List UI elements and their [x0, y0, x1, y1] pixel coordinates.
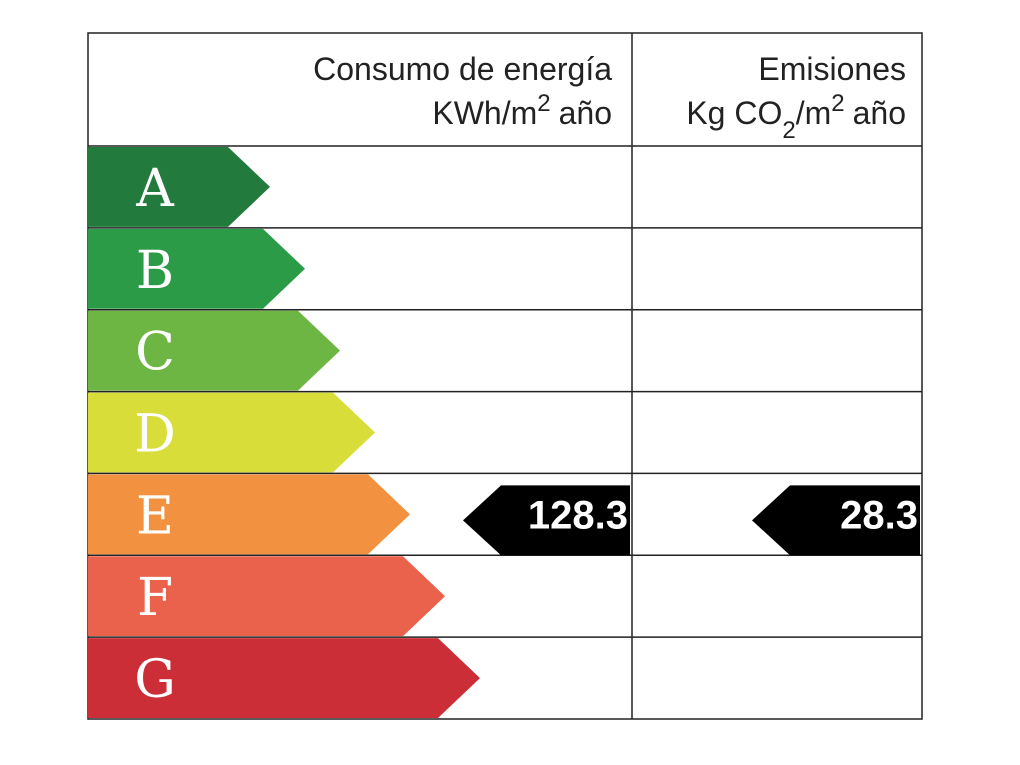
rating-letter: C [135, 323, 175, 383]
unit-text: Kg CO [686, 95, 782, 131]
rating-letter: G [134, 650, 176, 710]
consumption-unit: KWh/m2 año [432, 90, 612, 132]
rating-letter: D [134, 405, 176, 465]
rating-letter: E [136, 486, 174, 546]
emissions-unit: Kg CO2/m2 año [686, 90, 906, 144]
rating-letter: F [137, 568, 173, 628]
result-arrow [463, 485, 630, 556]
result-arrow [752, 485, 920, 556]
rating-arrow [88, 638, 480, 718]
unit-text: año [559, 95, 612, 131]
unit-text: año [853, 95, 906, 131]
rating-letter: B [136, 241, 174, 301]
unit-text: KWh/m [432, 95, 537, 131]
unit-sub: 2 [782, 117, 795, 144]
unit-sup: 2 [831, 90, 844, 117]
rating-arrow [88, 147, 270, 227]
unit-text: /m [796, 95, 832, 131]
rating-arrow [88, 556, 445, 637]
rating-arrow [88, 310, 340, 391]
consumption-title: Consumo de energía [313, 51, 612, 87]
rating-arrow [88, 228, 305, 309]
result-value: 128.3 [528, 493, 628, 537]
rating-arrow [88, 392, 375, 473]
rating-arrow [88, 474, 410, 555]
result-value: 28.3 [840, 493, 918, 537]
unit-sup: 2 [537, 90, 550, 117]
rating-letter: A [135, 159, 175, 219]
emissions-title: Emisiones [758, 51, 906, 87]
